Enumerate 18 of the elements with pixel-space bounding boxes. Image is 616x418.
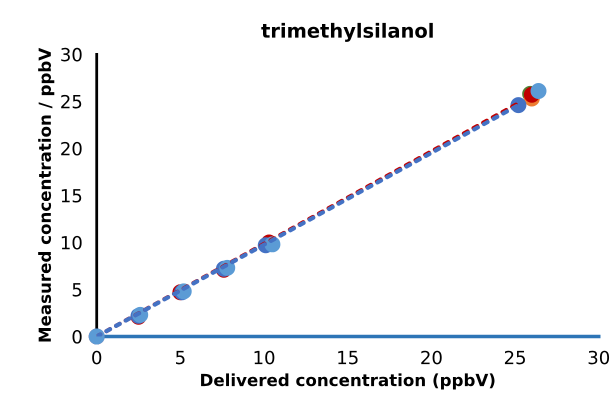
y-tick-label: 5 [72, 283, 82, 297]
x-tick-label: 15 [338, 350, 358, 364]
y-tick-label: 0 [72, 330, 82, 344]
y-tick-label: 15 [62, 189, 82, 203]
x-tick-label: 10 [254, 350, 274, 364]
point [530, 83, 546, 99]
y-tick-label: 10 [62, 236, 82, 250]
y-tick-label: 30 [61, 48, 82, 62]
x-axis-title: Delivered concentration (ppbV) [201, 373, 494, 390]
x-tick-label: 25 [504, 350, 525, 364]
y-tick-label: 20 [61, 142, 82, 156]
x-tick-label: 5 [176, 350, 185, 364]
x-tick-label: 30 [588, 350, 610, 364]
x-tick-label: 20 [421, 350, 442, 364]
y-tick-label: 25 [61, 94, 82, 108]
chart-title: trimethylsilanol [261, 22, 433, 42]
x-tick-label: 0 [92, 350, 102, 364]
y-axis-title: Measured concentration / ppbV [38, 48, 54, 342]
